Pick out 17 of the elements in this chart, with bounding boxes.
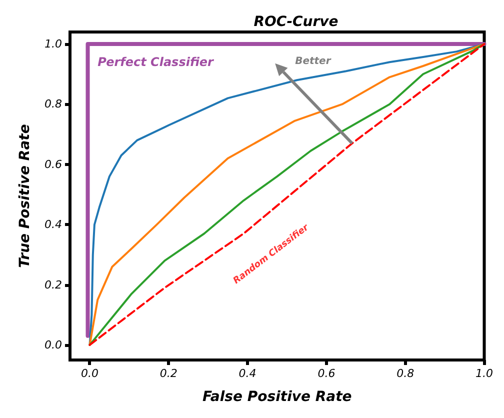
x-tick-label: 1.0	[476, 367, 494, 380]
x-tick-label: 0.6	[318, 367, 336, 380]
annotation: Better	[295, 56, 332, 67]
y-tick-label: 1.0	[44, 38, 62, 51]
series-label: Perfect Classifier	[98, 55, 215, 70]
y-tick-label: 0.4	[44, 218, 62, 232]
x-tick-label: 0.4	[238, 367, 256, 380]
y-tick-label: 0.0	[44, 338, 62, 352]
y-tick-label: 0.6	[44, 158, 62, 171]
x-axis-title: False Positive Rate	[202, 389, 352, 405]
y-tick-label: 0.2	[44, 278, 62, 292]
y-axis-title: True Positive Rate	[17, 124, 33, 268]
chart-title: ROC-Curve	[254, 14, 338, 30]
x-tick-label: 0.0	[80, 367, 98, 380]
x-tick-label: 0.2	[160, 367, 178, 380]
x-tick-label: 0.8	[396, 367, 414, 380]
y-tick-label: 0.8	[44, 98, 62, 111]
